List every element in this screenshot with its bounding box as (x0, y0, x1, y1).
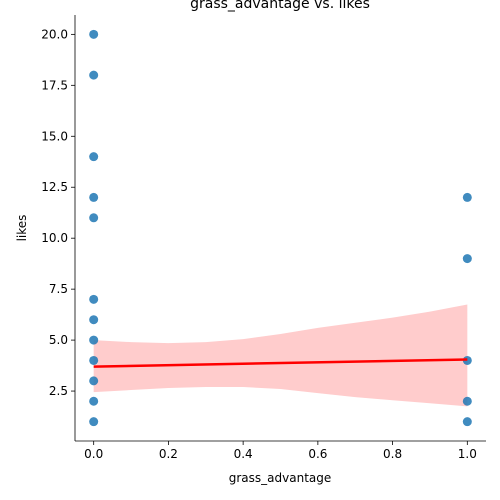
data-point (89, 396, 99, 406)
y-tick-label: 5.0 (49, 333, 68, 347)
x-ticks: 0.0 0.2 0.4 0.6 0.8 1.0 (84, 441, 477, 461)
y-tick-label: 15.0 (41, 129, 68, 143)
x-tick-label: 0.4 (234, 447, 253, 461)
y-axis-label: likes (15, 215, 29, 242)
y-ticks: 2.5 5.0 7.5 10.0 12.5 15.0 17.5 20.0 (41, 27, 75, 398)
x-tick-label: 0.8 (383, 447, 402, 461)
regression-line-layer (93, 358, 468, 368)
y-tick-label: 10.0 (41, 231, 68, 245)
y-tick-label: 20.0 (41, 27, 68, 41)
data-point (89, 70, 99, 80)
data-point (89, 29, 99, 39)
data-point (89, 152, 99, 162)
confidence-band (93, 304, 468, 407)
data-point (89, 376, 99, 386)
chart-title: grass_advantage vs. likes (190, 0, 370, 12)
x-axis-label: grass_advantage (229, 471, 332, 485)
data-point (89, 192, 99, 202)
x-tick-label: 0.6 (308, 447, 327, 461)
data-point (89, 213, 99, 223)
regression-line (93, 358, 468, 368)
x-tick-label: 1.0 (458, 447, 477, 461)
y-tick-label: 17.5 (41, 78, 68, 92)
points-layer (89, 29, 472, 427)
x-tick-label: 0.0 (84, 447, 103, 461)
data-point (462, 396, 472, 406)
data-point (89, 355, 99, 365)
data-point (89, 335, 99, 345)
data-point (89, 417, 99, 427)
data-point (462, 254, 472, 264)
data-point (462, 417, 472, 427)
data-point (89, 294, 99, 304)
y-tick-label: 7.5 (49, 282, 68, 296)
y-tick-label: 12.5 (41, 180, 68, 194)
x-tick-label: 0.2 (159, 447, 178, 461)
data-point (462, 192, 472, 202)
data-point (89, 315, 99, 325)
y-tick-label: 2.5 (49, 384, 68, 398)
confidence-band-layer (93, 304, 468, 407)
